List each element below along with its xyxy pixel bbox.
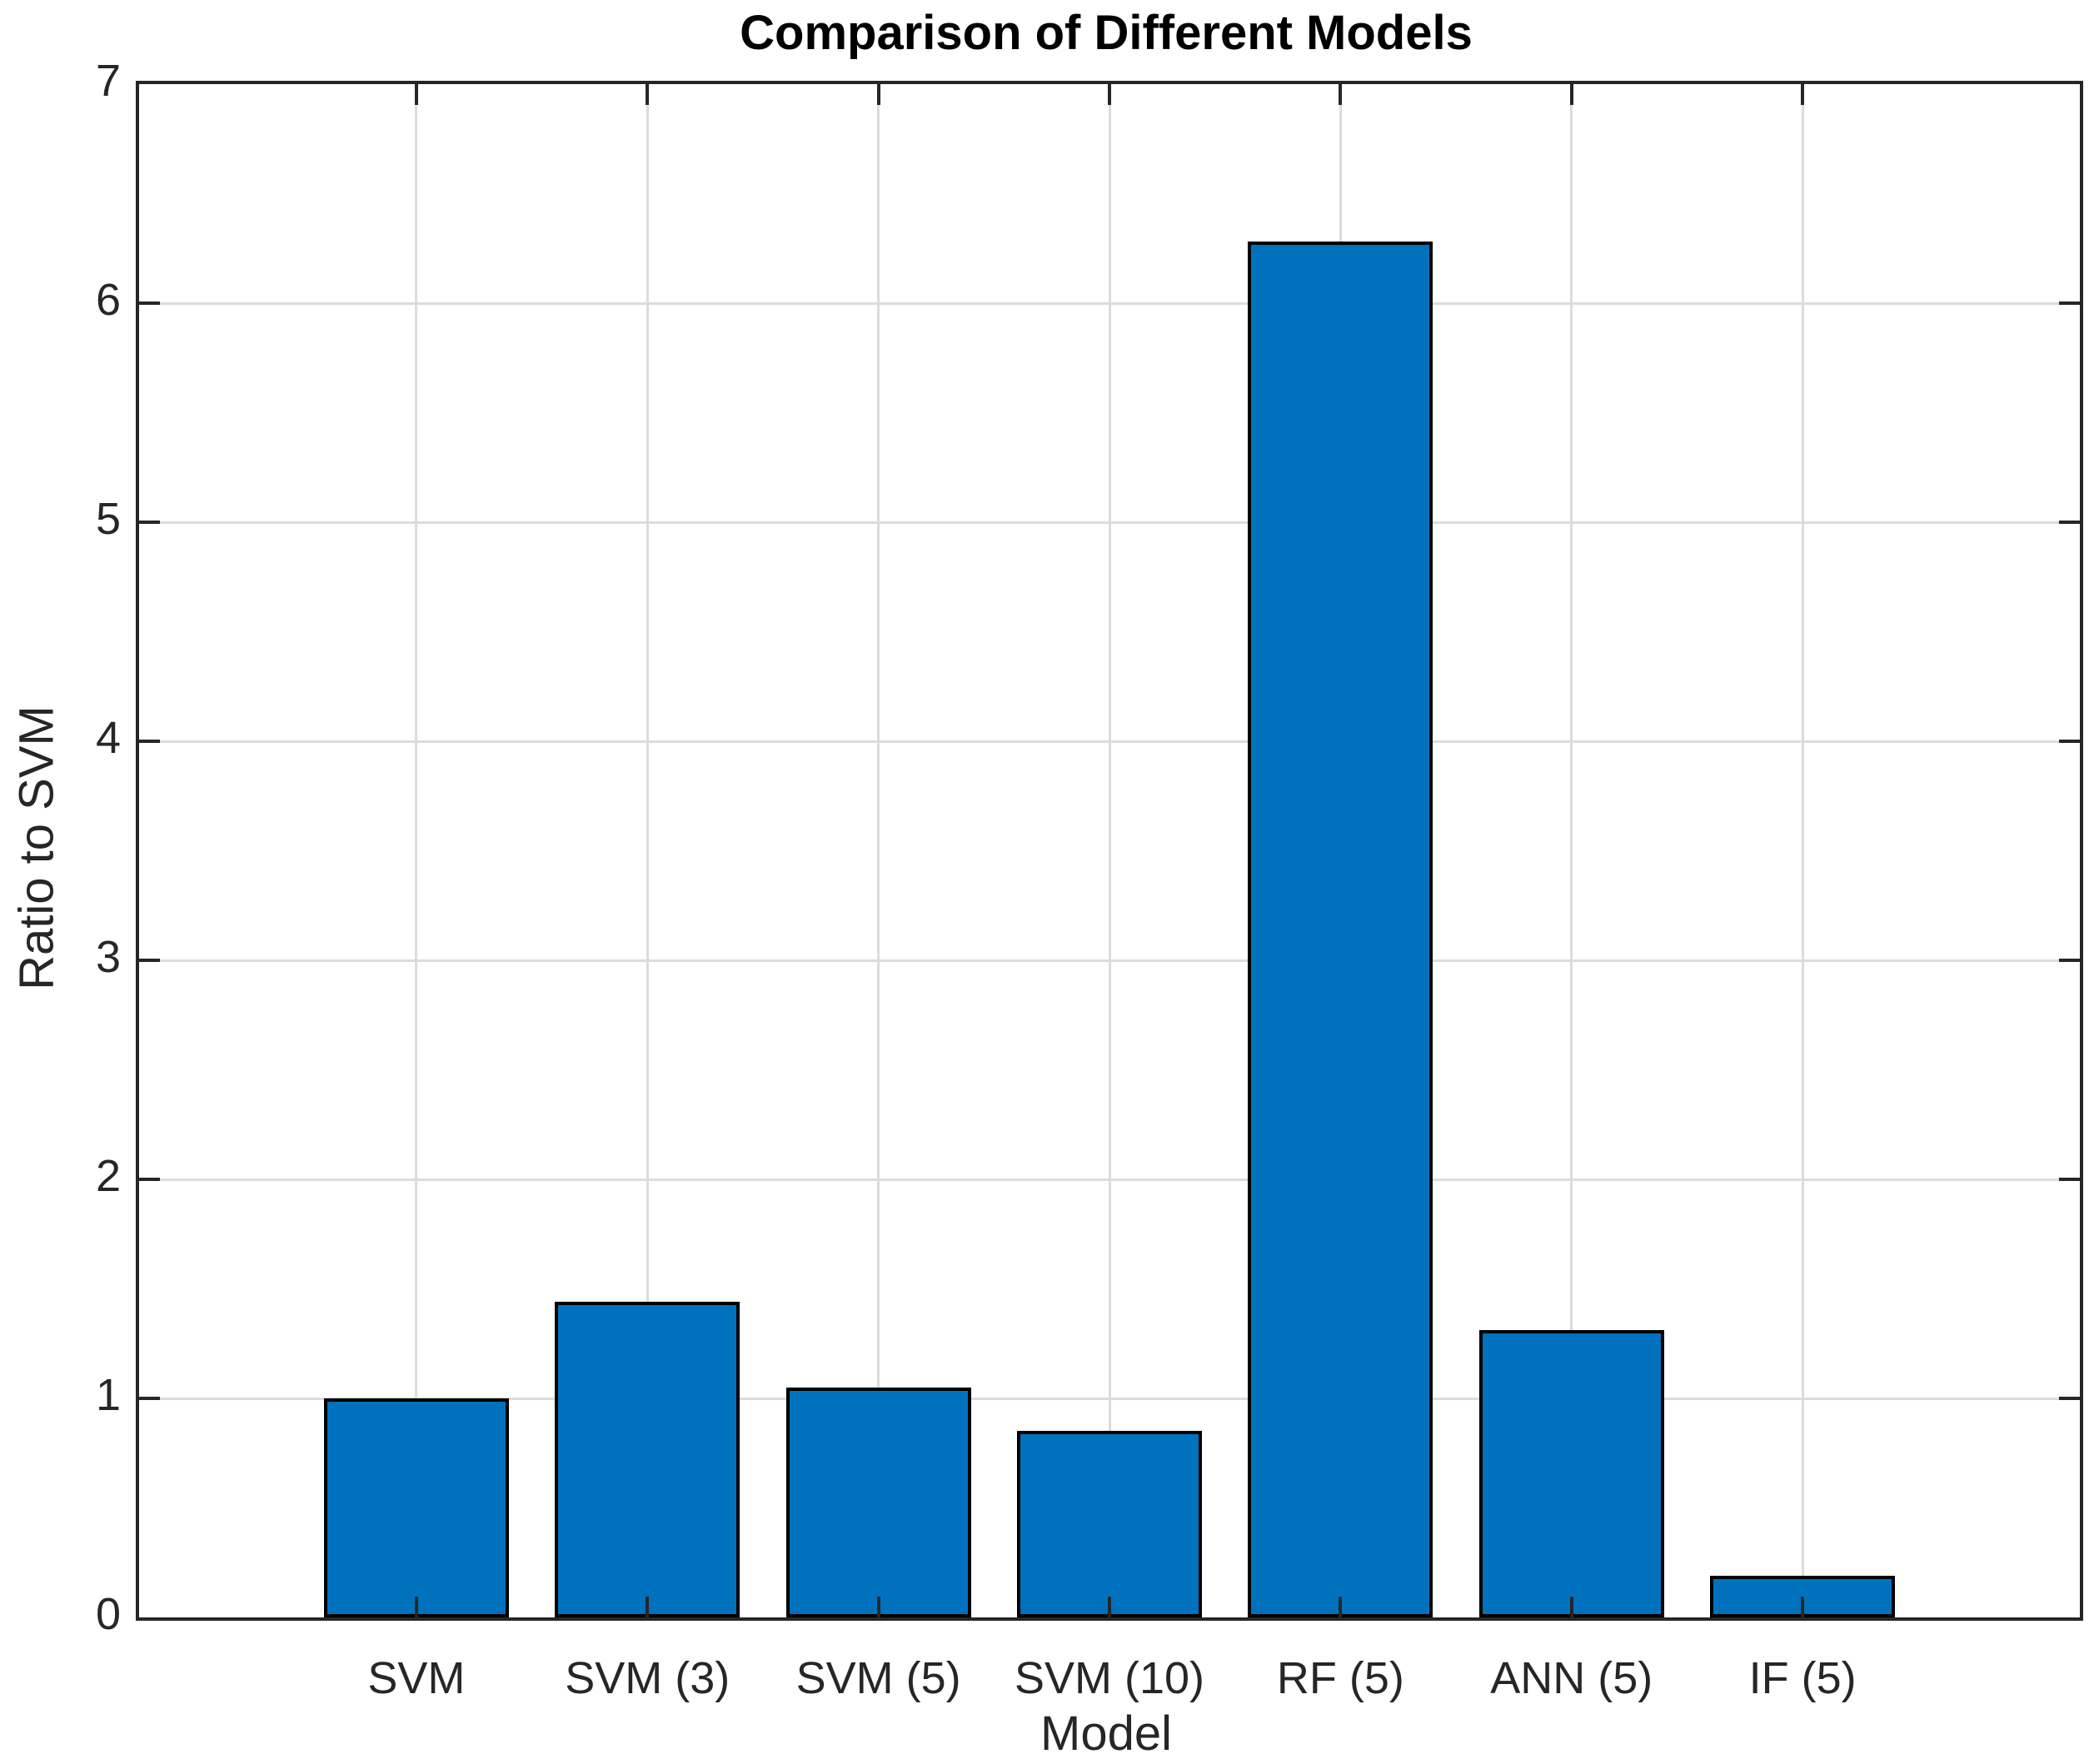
bar	[323, 1398, 509, 1617]
x-tick-label: RF (5)	[1276, 1653, 1404, 1703]
x-tick	[876, 84, 880, 105]
y-tick	[2059, 740, 2080, 743]
y-tick	[2059, 1397, 2080, 1400]
y-tick-label: 1	[95, 1370, 121, 1420]
y-tick-label: 3	[95, 932, 121, 982]
x-axis-label: Model	[1040, 1707, 1172, 1761]
x-tick	[414, 84, 418, 105]
x-tick-label: SVM	[367, 1653, 466, 1703]
x-tick-label: ANN (5)	[1490, 1653, 1653, 1703]
v-gridline	[1801, 84, 1804, 1617]
v-gridline	[1108, 84, 1111, 1617]
y-tick-label: 0	[95, 1589, 121, 1639]
x-tick	[646, 1597, 650, 1617]
bar	[1248, 242, 1433, 1617]
plot-area	[136, 81, 2083, 1621]
bar	[555, 1302, 740, 1617]
y-tick	[2059, 521, 2080, 524]
bar	[1017, 1431, 1202, 1617]
x-tick-label: SVM (3)	[565, 1653, 730, 1703]
y-tick	[139, 301, 160, 305]
x-tick	[1108, 1597, 1111, 1617]
x-tick-label: SVM (5)	[795, 1653, 961, 1703]
x-tick	[1108, 84, 1111, 105]
x-tick	[876, 1597, 880, 1617]
v-gridline	[877, 84, 880, 1617]
x-tick	[646, 84, 650, 105]
y-tick-label: 2	[95, 1151, 121, 1201]
y-tick	[139, 521, 160, 524]
v-gridline	[1570, 84, 1573, 1617]
x-tick	[1801, 1597, 1805, 1617]
bar	[785, 1387, 971, 1617]
x-tick	[414, 1597, 418, 1617]
bar	[1478, 1330, 1664, 1617]
x-tick	[1801, 84, 1805, 105]
y-tick-label: 5	[95, 494, 121, 544]
x-tick-label: IF (5)	[1748, 1653, 1857, 1703]
v-gridline	[415, 84, 418, 1617]
x-tick	[1339, 1597, 1343, 1617]
x-tick-label: SVM (10)	[1014, 1653, 1205, 1703]
y-tick	[139, 1397, 160, 1400]
y-tick-label: 7	[95, 56, 121, 106]
chart-title: Comparison of Different Models	[740, 6, 1473, 60]
y-tick-label: 6	[95, 275, 121, 325]
y-tick	[2059, 1178, 2080, 1181]
y-tick	[139, 959, 160, 962]
x-tick	[1569, 84, 1573, 105]
x-tick	[1339, 84, 1343, 105]
x-tick	[1569, 1597, 1573, 1617]
y-tick-label: 4	[95, 713, 121, 763]
y-tick	[139, 1178, 160, 1181]
v-gridline	[646, 84, 649, 1617]
y-tick	[2059, 959, 2080, 962]
y-tick	[2059, 301, 2080, 305]
y-tick	[139, 740, 160, 743]
